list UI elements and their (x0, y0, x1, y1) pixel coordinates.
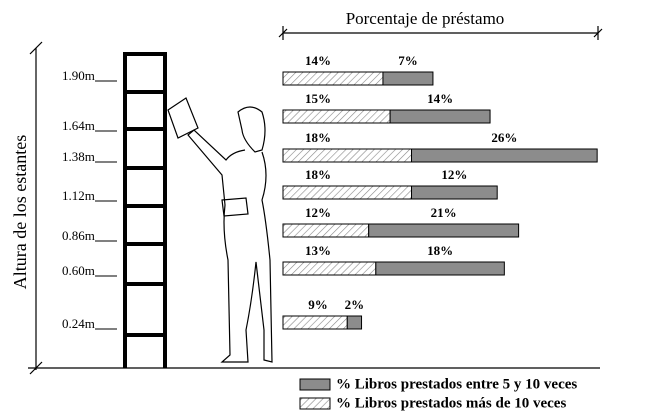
value-label: 21% (431, 205, 457, 220)
bar (282, 71, 384, 86)
value-label: 14% (305, 53, 331, 68)
bar (389, 109, 491, 124)
bar (282, 261, 377, 276)
bar (282, 109, 391, 124)
legend-swatch (299, 378, 331, 391)
value-label: 15% (305, 91, 331, 106)
bar (375, 261, 505, 276)
y-tick-label: 1.12m (62, 188, 95, 203)
value-label: 9% (308, 297, 328, 312)
bar (282, 223, 370, 238)
legend-label: % Libros prestados entre 5 y 10 veces (336, 376, 577, 392)
person (167, 97, 273, 363)
bar (411, 185, 498, 200)
title-bracket (278, 26, 603, 40)
bar (368, 223, 520, 238)
value-label: 26% (491, 130, 517, 145)
value-label: 18% (305, 167, 331, 182)
bar (282, 185, 413, 200)
y-tick-label: 1.38m (62, 149, 95, 164)
value-label: 7% (398, 53, 418, 68)
value-label: 13% (305, 243, 331, 258)
value-label: 18% (427, 243, 453, 258)
value-label: 12% (305, 205, 331, 220)
legend-swatch (299, 397, 331, 410)
y-tick-label: 0.60m (62, 263, 95, 278)
y-tick-label: 0.86m (62, 228, 95, 243)
chart-title: Porcentaje de préstamo (346, 9, 505, 28)
bar (346, 315, 363, 330)
y-axis-label: Altura de los estantes (10, 135, 30, 289)
bar (411, 148, 598, 163)
y-tick-label: 1.64m (62, 118, 95, 133)
value-label: 18% (305, 130, 331, 145)
bar (282, 315, 348, 330)
bar (382, 71, 434, 86)
value-label: 12% (441, 167, 467, 182)
y-tick-label: 1.90m (62, 68, 95, 83)
value-label: 14% (427, 91, 453, 106)
shelf (123, 52, 167, 368)
value-label: 2% (345, 297, 365, 312)
y-tick-label: 0.24m (62, 316, 95, 331)
legend-label: % Libros prestados más de 10 veces (336, 395, 566, 411)
bar (282, 148, 413, 163)
